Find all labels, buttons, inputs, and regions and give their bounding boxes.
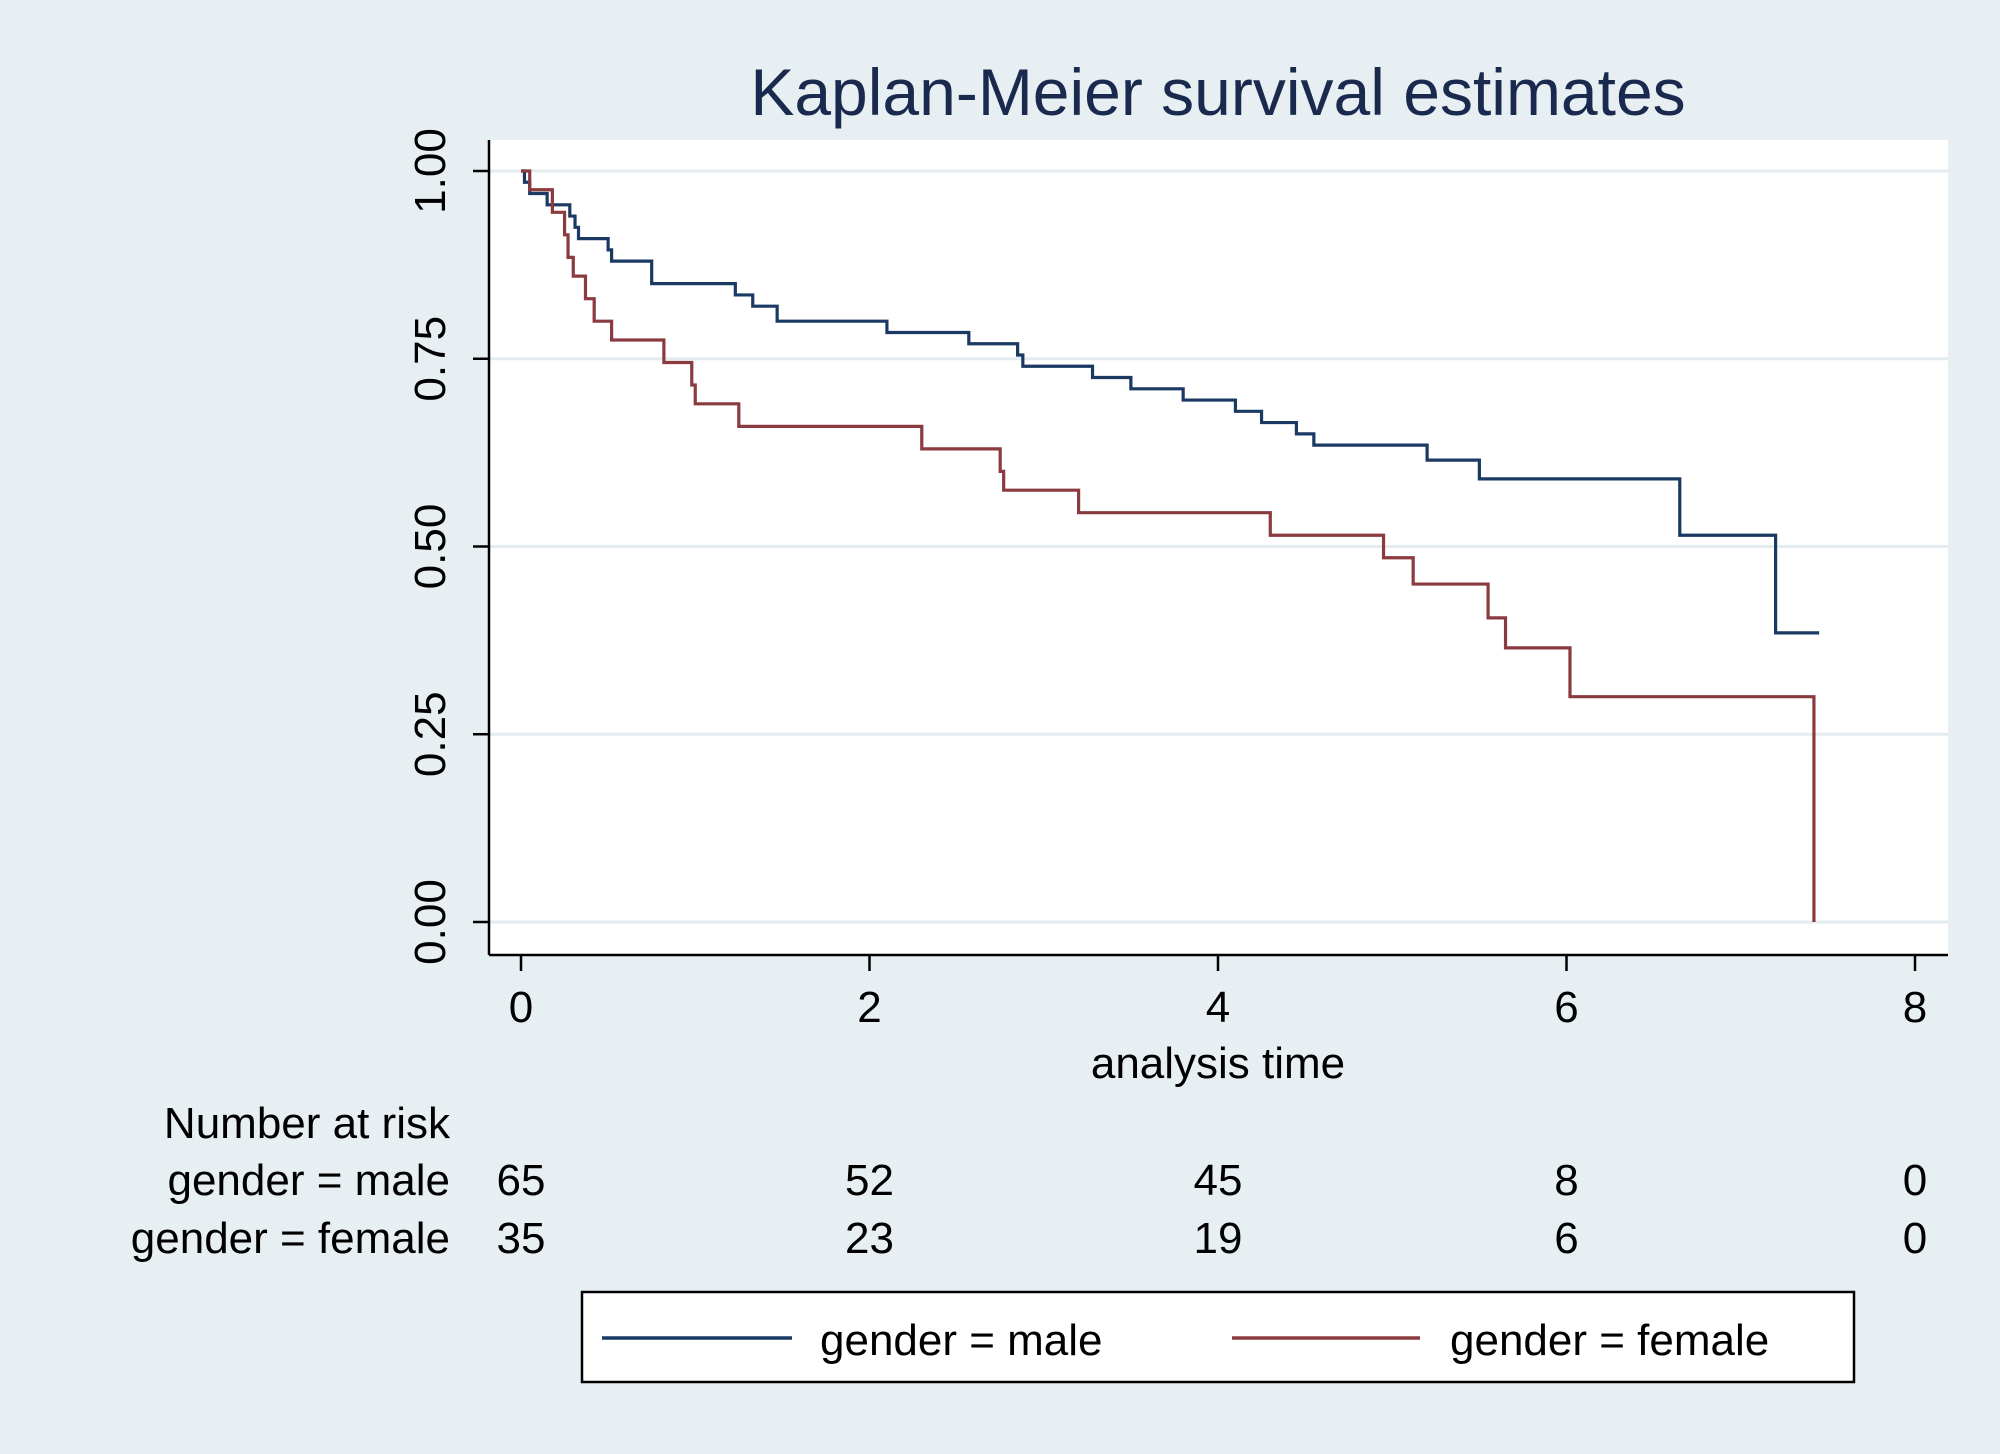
survival-curves (521, 169, 1820, 922)
y-tick-label: 0.75 (406, 316, 455, 402)
risk-value: 52 (845, 1156, 894, 1205)
y-axis-ticks: 0.00 0.25 0.50 0.75 1.00 (406, 128, 489, 965)
legend-box (580, 1290, 1856, 1384)
risk-table: gender = male 65 52 45 8 0 gender = female 35 23… (131, 1156, 1927, 1263)
x-tick-label: 2 (857, 983, 881, 1032)
risk-value: 0 (1903, 1214, 1927, 1263)
risk-row-label: gender = male (167, 1156, 450, 1205)
x-tick-label: 6 (1554, 983, 1578, 1032)
x-tick-label: 8 (1903, 983, 1927, 1032)
chart-title: Kaplan-Meier survival estimates (750, 55, 1685, 129)
x-tick-label: 0 (509, 983, 533, 1032)
y-tick-label: 0.50 (406, 504, 455, 590)
legend-label-male: gender = male (820, 1316, 1103, 1365)
curve-male (521, 169, 1820, 635)
x-axis-label: analysis time (1091, 1039, 1345, 1088)
risk-value: 65 (497, 1156, 546, 1205)
legend-label-female: gender = female (1450, 1316, 1769, 1365)
risk-value: 23 (845, 1214, 894, 1263)
risk-table-header: Number at risk (164, 1099, 451, 1148)
risk-value: 8 (1554, 1156, 1578, 1205)
risk-value: 45 (1194, 1156, 1243, 1205)
y-tick-label: 0.00 (406, 879, 455, 965)
risk-row-label: gender = female (131, 1214, 450, 1263)
y-tick-label: 1.00 (406, 128, 455, 214)
curve-female (521, 169, 1816, 922)
risk-value: 35 (497, 1214, 546, 1263)
risk-value: 0 (1903, 1156, 1927, 1205)
x-axis-ticks: 0 2 4 6 8 (509, 955, 1927, 1032)
y-tick-label: 0.25 (406, 691, 455, 777)
risk-value: 6 (1554, 1214, 1578, 1263)
x-tick-label: 4 (1206, 983, 1230, 1032)
gridlines (489, 169, 1948, 924)
risk-value: 19 (1194, 1214, 1243, 1263)
